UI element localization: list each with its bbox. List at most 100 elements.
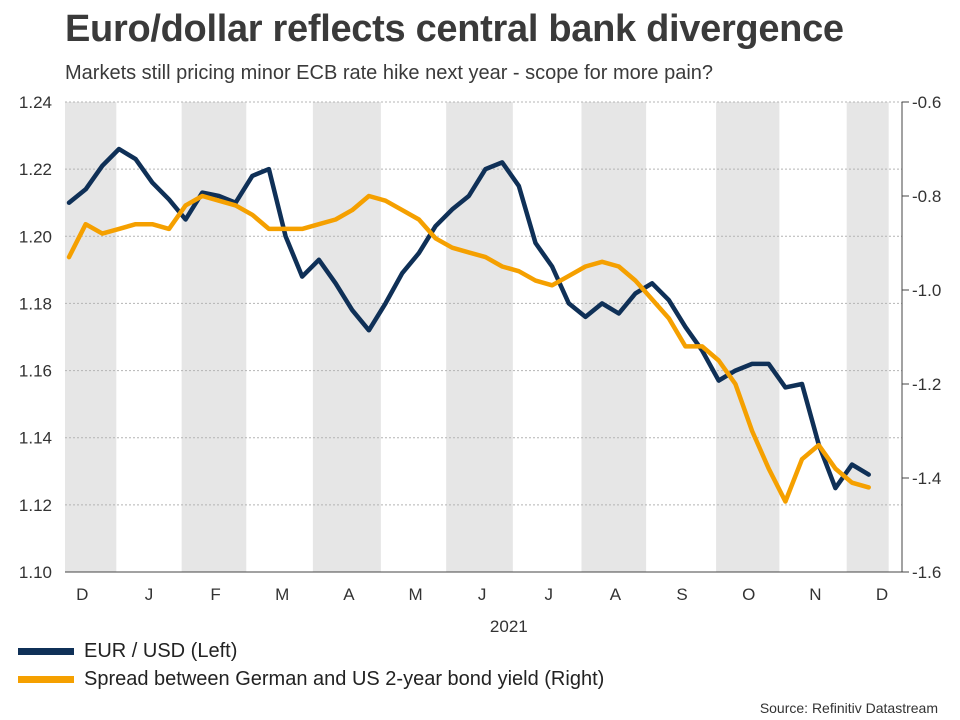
x-axis-tick-label: J [478,585,487,604]
data-point-spread [184,203,188,207]
left-axis-tick-label: 1.24 [19,93,52,112]
data-point-eurusd [567,301,571,306]
data-point-eurusd [617,311,621,316]
month-band [312,102,381,572]
data-point-eurusd [550,264,554,269]
x-axis-tick-label: M [408,585,422,604]
month-band [846,102,889,572]
data-point-eurusd [300,274,304,279]
data-point-spread [733,382,737,386]
data-point-spread [483,255,488,259]
data-point-eurusd [867,473,871,477]
right-axis-tick-label: -1.2 [912,375,941,394]
data-point-eurusd [733,368,737,373]
data-point-eurusd [84,187,88,191]
data-point-eurusd [67,201,71,205]
data-point-eurusd [467,194,471,198]
data-point-spread [84,222,88,226]
x-axis-tick-label: J [145,585,154,604]
data-point-eurusd [517,184,521,188]
data-point-spread [300,227,304,231]
data-point-spread [167,227,171,231]
data-point-spread [367,194,371,198]
x-axis-tick-label: J [545,585,554,604]
data-point-eurusd [650,281,654,285]
right-axis-tick-label: -1.6 [912,563,941,582]
data-point-eurusd [283,234,288,238]
legend-swatch-spread [18,676,74,683]
data-point-eurusd [317,258,321,262]
data-point-spread [533,279,538,283]
data-point-eurusd [333,281,338,285]
data-point-spread [517,269,521,273]
data-point-eurusd [200,191,204,195]
axes: 1.10 1.12 1.14 1.16 1.18 1.20 1.22 1.24 -0.6 -0.8… [19,93,941,636]
data-point-spread [550,283,554,287]
data-point-spread [633,279,638,283]
data-point-spread [767,467,771,471]
right-axis-tick-label: -0.6 [912,93,941,112]
data-point-spread [200,194,204,198]
month-band [65,102,117,572]
data-point-spread [67,255,71,259]
data-point-spread [500,264,504,269]
data-point-eurusd [267,167,271,171]
legend-label-eurusd: EUR / USD (Left) [84,640,238,662]
data-point-spread [117,227,121,231]
data-point-spread [717,358,721,363]
data-point-spread [850,481,854,485]
data-point-eurusd [800,382,804,386]
x-axis-tick-label: D [76,585,88,604]
source-note: Source: Refinitiv Datastream [759,700,938,716]
data-point-spread [217,199,221,203]
x-axis-tick-label: S [676,585,687,604]
data-point-spread [650,297,654,301]
month-band [581,102,647,572]
right-axis-tick-label: -1.4 [912,469,941,488]
series-lines [66,146,871,504]
data-point-spread [150,222,154,226]
data-point-spread [683,344,688,348]
data-point-eurusd [783,385,787,389]
x-axis-tick-label: A [343,585,355,604]
data-point-eurusd [400,271,404,275]
left-axis-tick-label: 1.10 [19,563,52,582]
data-point-spread [400,208,404,212]
data-point-spread [450,246,454,250]
left-axis-tick-label: 1.22 [19,160,52,179]
data-point-eurusd [250,174,254,178]
x-axis-tick-label: O [742,585,755,604]
data-point-spread [317,222,321,226]
data-point-eurusd [583,315,588,319]
chart-subtitle: Markets still pricing minor ECB rate hik… [65,62,714,84]
data-point-eurusd [633,291,638,295]
x-axis-tick-label: F [210,585,220,604]
right-axis-tick-label: -0.8 [912,187,941,206]
left-axis-tick-label: 1.20 [19,227,52,246]
data-point-eurusd [100,164,104,168]
data-point-eurusd [717,379,721,383]
data-point-spread [800,457,804,461]
data-point-spread [267,227,271,231]
data-point-spread [283,227,288,231]
data-point-eurusd [667,298,671,302]
chart-title: Euro/dollar reflects central bank diverg… [65,8,844,50]
data-point-eurusd [767,362,771,366]
data-point-spread [817,443,821,447]
data-point-eurusd [683,325,688,329]
data-point-spread [100,232,104,236]
data-point-spread [833,467,837,471]
month-band [716,102,780,572]
data-point-eurusd [350,308,354,312]
data-point-eurusd [600,301,604,306]
data-point-spread [867,485,871,489]
data-point-spread [134,222,138,226]
legend-label-spread: Spread between German and US 2-year bond… [84,668,605,690]
left-axis-tick-label: 1.12 [19,496,52,515]
data-point-eurusd [433,224,438,228]
data-point-eurusd [533,241,538,245]
legend-swatch-eurusd [18,648,74,655]
right-axis-tick-label: -1.0 [912,281,941,300]
data-point-eurusd [117,147,121,151]
x-axis-tick-label: N [809,585,821,604]
